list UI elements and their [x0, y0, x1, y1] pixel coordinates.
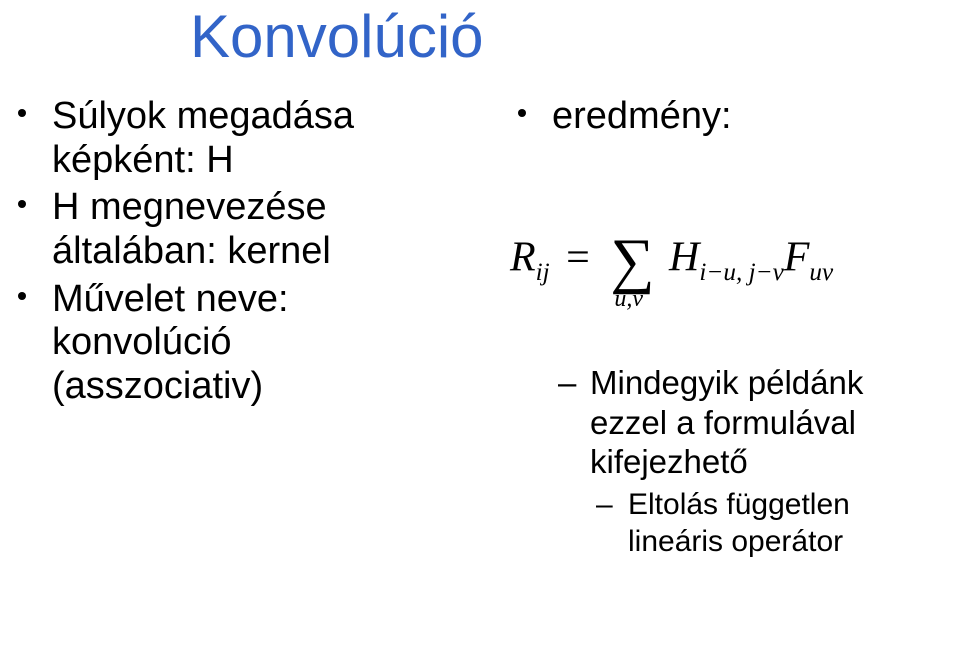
- bullet-dot-icon: [18, 109, 26, 117]
- text: képként: H: [52, 139, 234, 181]
- var-R: R: [510, 235, 536, 281]
- bullet-weights: Súlyok megadása képként: H: [10, 95, 460, 182]
- sigma-sub: u,v: [614, 286, 643, 313]
- bullet-result: eredmény:: [510, 95, 950, 139]
- text: általában: kernel: [52, 230, 331, 272]
- bullet-kernel: H megnevezése általában: kernel: [10, 186, 460, 273]
- var-H: H: [669, 235, 699, 281]
- slide: Konvolúció Súlyok megadása képként: H H …: [0, 0, 959, 667]
- slide-title: Konvolúció: [190, 2, 484, 71]
- subsub-bullet-operator: – Eltolás független lineáris operátor: [510, 486, 950, 561]
- equals: =: [566, 235, 590, 281]
- text: eredmény:: [552, 95, 732, 137]
- text: konvolúció: [52, 321, 232, 363]
- bullet-operation: Művelet neve: konvolúció (asszociativ): [10, 278, 460, 409]
- var-F: F: [784, 235, 810, 281]
- text: H megnevezése: [52, 186, 327, 228]
- sub-ij: ij: [536, 259, 550, 286]
- text: Művelet neve:: [52, 278, 289, 320]
- sigma-symbol: ∑: [610, 227, 654, 295]
- sigma-icon: ∑ u,v: [610, 230, 654, 292]
- right-lower: – Mindegyik példánk ezzel a formulával k…: [510, 355, 950, 561]
- text: lineáris operátor: [628, 525, 843, 558]
- text: Súlyok megadása: [52, 95, 354, 137]
- dash-icon: –: [558, 363, 576, 403]
- sub-bullet-examples: – Mindegyik példánk ezzel a formulával k…: [510, 363, 950, 482]
- text: (asszociativ): [52, 365, 263, 407]
- bullet-dot-icon: [18, 292, 26, 300]
- right-column: eredmény:: [510, 95, 950, 143]
- bullet-dot-icon: [18, 200, 26, 208]
- formula: Rij = ∑ u,v Hi−u, j−vFuv: [510, 230, 930, 292]
- text: Mindegyik példánk: [590, 364, 863, 401]
- left-column: Súlyok megadása képként: H H megnevezése…: [10, 95, 460, 413]
- text: ezzel a formulával: [590, 404, 856, 441]
- text: Eltolás független: [628, 488, 850, 521]
- bullet-dot-icon: [518, 109, 526, 117]
- sub-H: i−u, j−v: [699, 259, 783, 286]
- sub-F: uv: [809, 259, 833, 286]
- dash-icon: –: [596, 486, 613, 524]
- text: kifejezhető: [590, 443, 748, 480]
